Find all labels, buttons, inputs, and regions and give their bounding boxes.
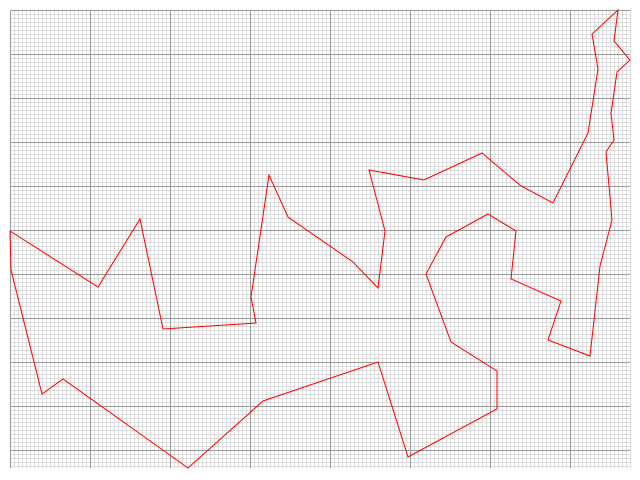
major-grid-lines bbox=[10, 10, 630, 468]
minor-grid-lines bbox=[10, 10, 631, 468]
red-polygon-outline bbox=[9, 8, 631, 469]
